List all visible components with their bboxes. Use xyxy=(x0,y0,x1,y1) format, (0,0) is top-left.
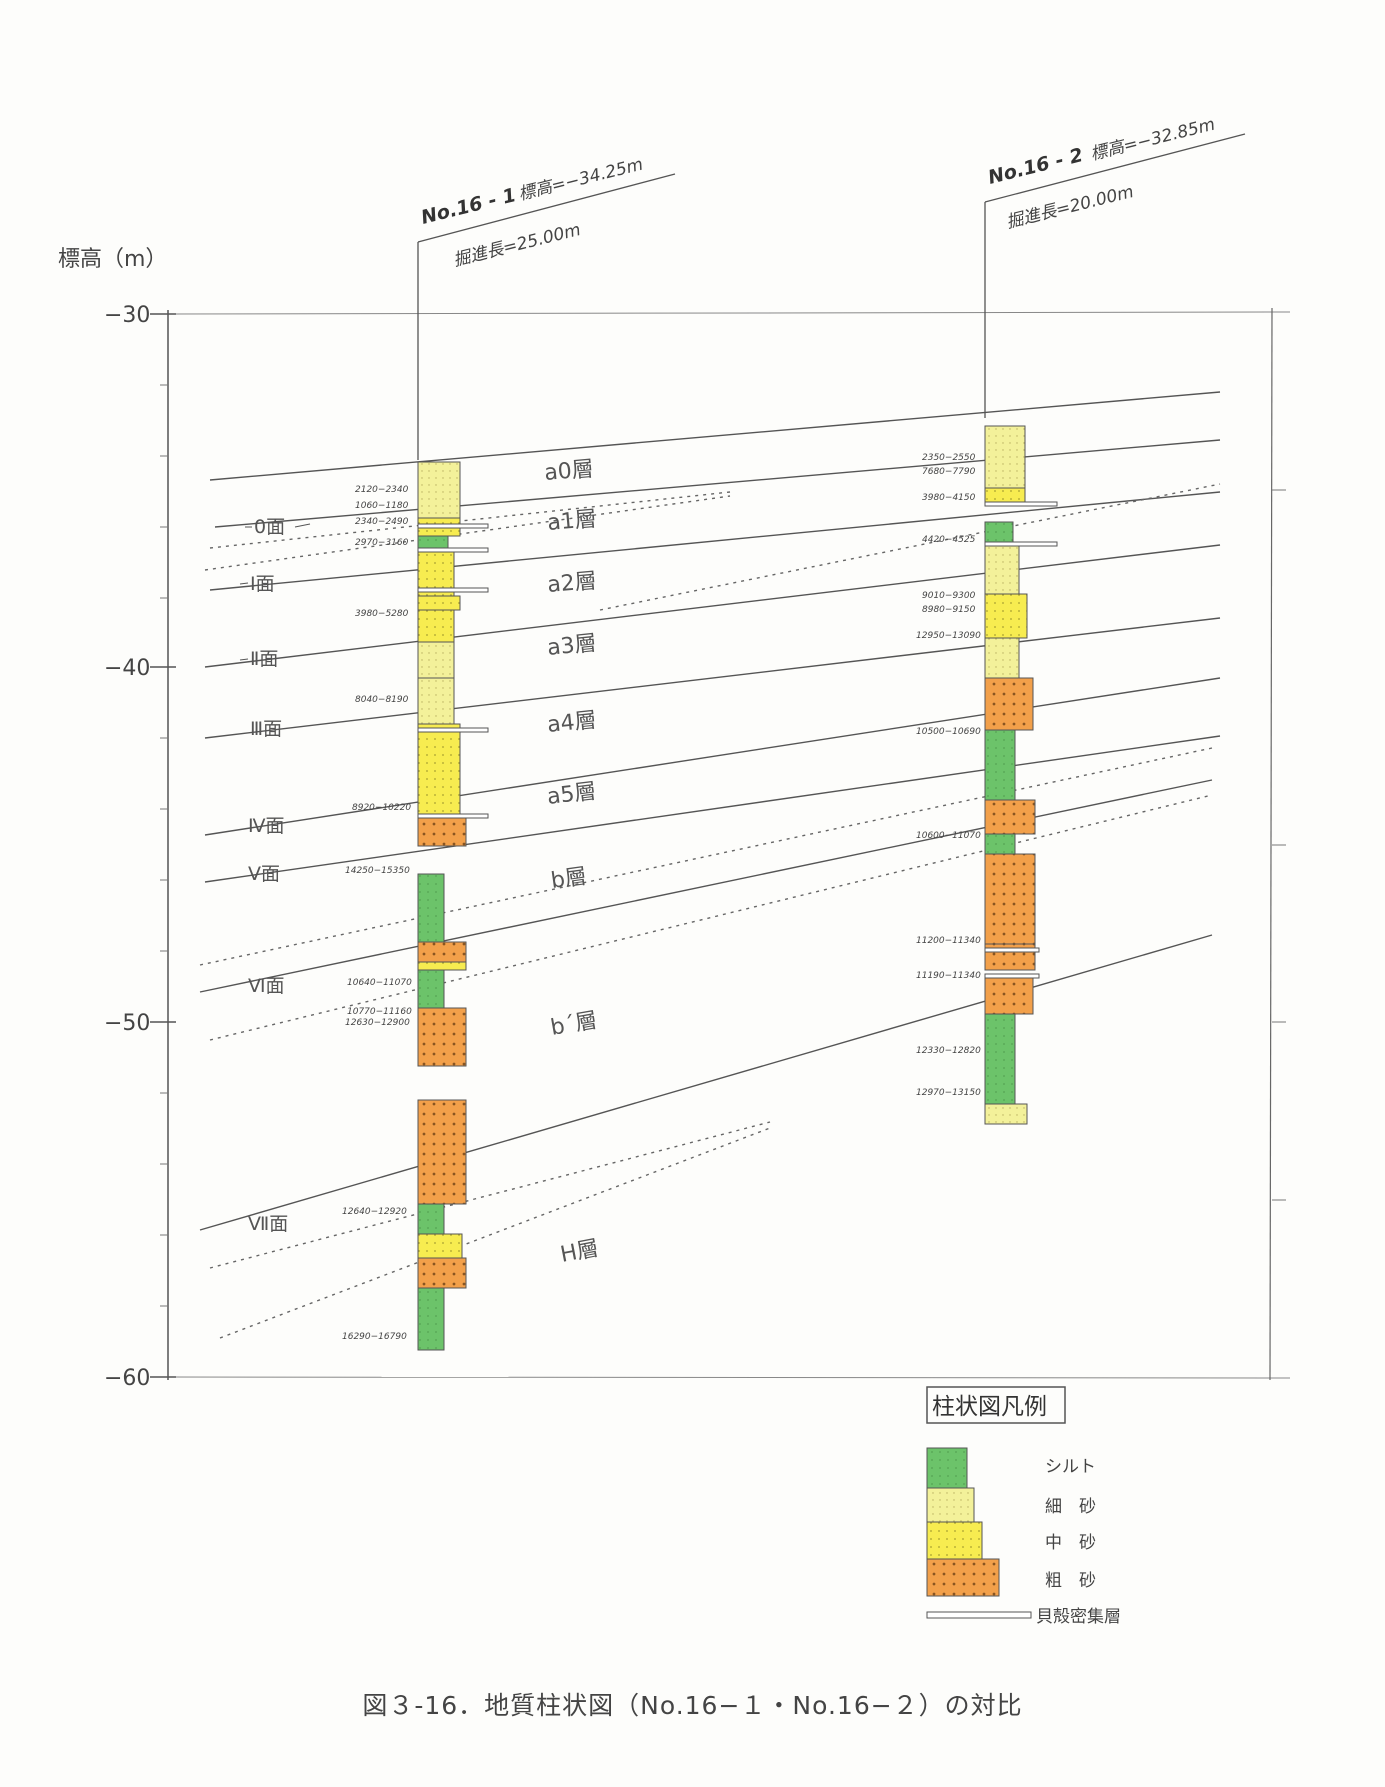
borehole-1-header: No.16 - 1 標高=−34.25m 掘進長=25.00m xyxy=(417,155,676,460)
line-7 xyxy=(199,934,1213,1231)
date-2-5: 8980−9150 xyxy=(922,605,976,615)
tick-label-minus30: −30 xyxy=(104,303,150,328)
tick-label-minus40: −40 xyxy=(104,656,150,681)
date-2-11: 12330−12820 xyxy=(916,1046,981,1056)
face-label-6: Ⅵ面 xyxy=(248,975,285,997)
face-label-5: Ⅴ面 xyxy=(248,863,280,885)
line-2 xyxy=(204,544,1221,668)
layer-label-a0: a0層 xyxy=(543,457,594,486)
line-4 xyxy=(204,677,1221,836)
dates-borehole-2: 2350−2550 7680−7790 3980−4150 4420−4525 … xyxy=(916,453,981,1098)
layer-label-a1: a1層 xyxy=(546,507,597,536)
borehole-1-elevation: 標高=−34.25m xyxy=(516,155,645,205)
y-axis-label: 標高（m） xyxy=(58,247,167,272)
shell-layer-markers xyxy=(417,501,1058,979)
major-ticks xyxy=(150,313,176,1378)
plot-right-border xyxy=(1269,307,1273,1381)
borehole-2-name: No.16 - 2 xyxy=(986,144,1085,189)
date-2-2: 3980−4150 xyxy=(922,493,976,503)
legend-title: 柱状図凡例 xyxy=(932,1394,1047,1420)
date-1-11: 12640−12920 xyxy=(342,1207,407,1217)
face-label-7: Ⅶ面 xyxy=(248,1213,288,1235)
date-1-9: 10770−11160 xyxy=(347,1007,412,1017)
date-1-4: 3980−5280 xyxy=(355,609,409,619)
date-2-1: 7680−7790 xyxy=(922,467,976,477)
face-label-2: Ⅱ面 xyxy=(250,648,278,670)
correlation-lines xyxy=(199,391,1221,1231)
date-1-2: 2340−2490 xyxy=(355,517,409,527)
date-1-5: 8040−8190 xyxy=(355,695,409,705)
face-label-4: Ⅳ面 xyxy=(248,815,285,837)
legend-label-medium-sand: 中 砂 xyxy=(1045,1533,1096,1553)
date-1-1: 1060−1180 xyxy=(355,501,409,511)
dates-borehole-1: 2120−2340 1060−1180 2340−2490 2970−3160 … xyxy=(342,485,412,1342)
date-2-4: 9010−9300 xyxy=(922,591,976,601)
legend-label-coarse-sand: 粗 砂 xyxy=(1045,1571,1096,1591)
borehole-2-elevation: 標高=−32.85m xyxy=(1088,115,1217,165)
layer-label-b: b層 xyxy=(549,864,588,894)
face-label-0: 0面 xyxy=(254,516,285,538)
layer-label-a5: a5層 xyxy=(546,779,598,810)
dotted-correlation-lines xyxy=(199,483,1221,1339)
borehole-1-name: No.16 - 1 xyxy=(419,184,518,229)
figure-caption: 図３-16．地質柱状図（No.16−１・No.16−２）の対比 xyxy=(362,1691,1023,1720)
plot-bottom-border xyxy=(167,1376,1291,1379)
borehole-2-column xyxy=(984,425,1036,1125)
tick-label-minus60: −60 xyxy=(104,1366,150,1391)
layer-label-a3: a3層 xyxy=(546,631,598,661)
layer-label-h: H層 xyxy=(558,1236,601,1268)
line-top xyxy=(209,391,1221,481)
borehole-2-depth: 掘進長=20.00m xyxy=(1004,182,1135,233)
legend-swatch-medium-sand xyxy=(926,1521,983,1560)
plot-top-border xyxy=(167,311,1291,315)
legend-label-silt: シルト xyxy=(1045,1457,1096,1477)
date-2-9: 11200−11340 xyxy=(916,936,981,946)
legend-title-box xyxy=(926,1386,1066,1424)
date-1-12: 16290−16790 xyxy=(342,1332,407,1342)
date-2-3: 4420−4525 xyxy=(922,535,976,545)
layer-label-a4: a4層 xyxy=(546,708,598,738)
line-3 xyxy=(204,617,1221,739)
y-axis: 標高（m） −30 −4 xyxy=(58,247,1291,1391)
date-1-3: 2970−3160 xyxy=(355,538,409,548)
layer-label-b-prime: b´層 xyxy=(549,1008,600,1041)
date-2-6: 12950−13090 xyxy=(916,631,981,641)
layer-label-a2: a2層 xyxy=(546,569,597,598)
borehole-2-header: No.16 - 2 標高=−32.85m 掘進長=20.00m xyxy=(984,115,1246,418)
legend-label-shell-layer: 貝殻密集層 xyxy=(1036,1607,1121,1627)
legend-swatch-coarse-sand xyxy=(926,1558,1000,1597)
date-2-10: 11190−11340 xyxy=(916,971,981,981)
face-label-1: Ⅰ面 xyxy=(250,573,275,595)
date-1-7: 14250−15350 xyxy=(345,866,410,876)
date-1-6: 8920−10220 xyxy=(352,803,411,813)
line-6 xyxy=(199,779,1213,993)
date-2-7: 10500−10690 xyxy=(916,727,981,737)
face-label-3: Ⅲ面 xyxy=(250,718,282,740)
minor-ticks xyxy=(160,384,1286,1307)
date-2-8: 10600−11070 xyxy=(916,831,981,841)
legend-swatch-fine-sand xyxy=(926,1487,975,1523)
legend-swatch-shell-layer xyxy=(926,1611,1032,1619)
line-1 xyxy=(209,491,1221,591)
layer-labels: a0層 a1層 a2層 a3層 a4層 a5層 b層 b´層 H層 xyxy=(543,457,601,1268)
line-0 xyxy=(214,439,1221,528)
legend-swatch-silt xyxy=(926,1447,968,1489)
tick-label-minus50: −50 xyxy=(104,1011,150,1036)
face-labels: 0面 Ⅰ面 Ⅱ面 Ⅲ面 Ⅳ面 Ⅴ面 Ⅵ面 Ⅶ面 xyxy=(239,516,311,1235)
line-5 xyxy=(204,735,1221,883)
legend-label-fine-sand: 細 砂 xyxy=(1045,1497,1096,1517)
borehole-1-column xyxy=(417,461,467,1351)
date-1-10: 12630−12900 xyxy=(345,1018,410,1028)
date-1-8: 10640−11070 xyxy=(347,978,412,988)
legend: 柱状図凡例 シルト 細 砂 中 砂 粗 砂 貝殻密集層 xyxy=(926,1386,1121,1627)
date-2-0: 2350−2550 xyxy=(922,453,976,463)
date-2-12: 12970−13150 xyxy=(916,1088,981,1098)
date-1-0: 2120−2340 xyxy=(355,485,409,495)
